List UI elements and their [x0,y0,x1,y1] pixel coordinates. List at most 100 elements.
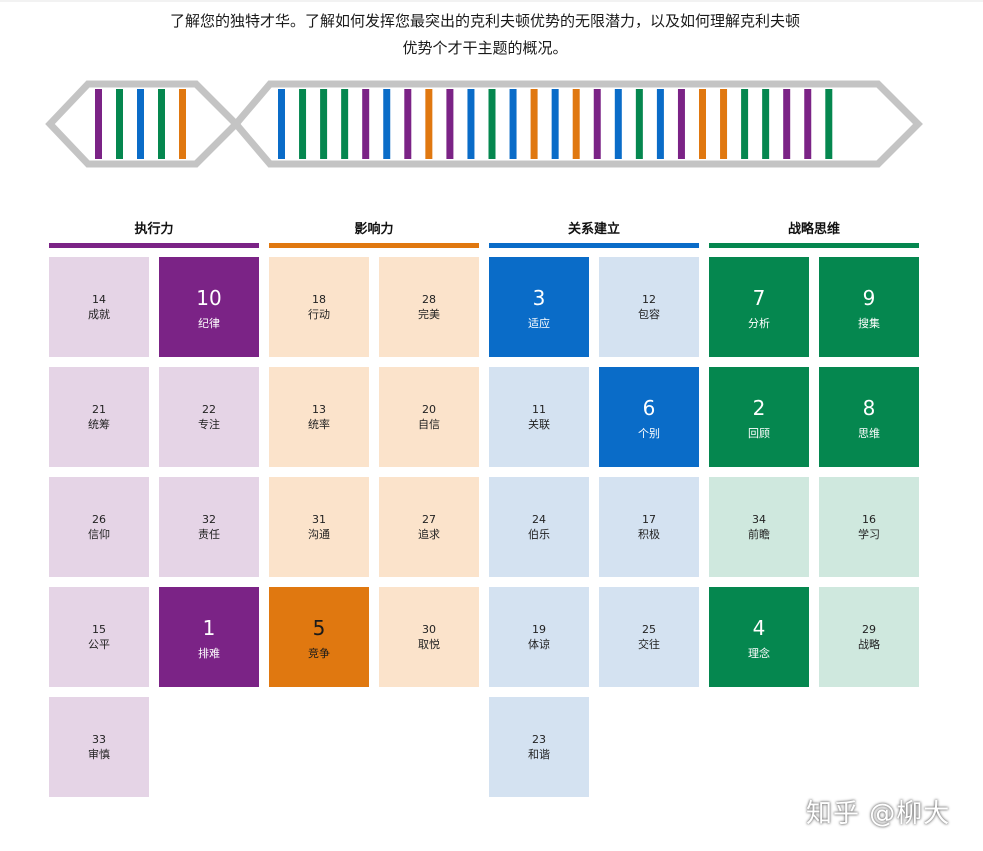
dna-stripe-right [278,89,285,159]
theme-rank: 14 [92,293,106,306]
dna-stripe-right [362,89,370,159]
top-divider [0,0,983,2]
theme-name: 理念 [748,646,770,660]
theme-rank: 6 [642,395,656,420]
theme-name: 包容 [638,308,660,321]
theme-rank: 11 [532,403,546,416]
domain-color-bar [49,243,259,248]
theme-tile[interactable]: 3 适应 [489,257,589,357]
theme-tile[interactable]: 6 个别 [599,367,699,467]
theme-tile[interactable]: 9 搜集 [819,257,919,357]
dna-stripe-left [137,89,144,159]
theme-rank: 15 [92,623,106,636]
theme-tile[interactable]: 17 积极 [599,477,699,577]
theme-tile[interactable]: 28 完美 [379,257,479,357]
dna-stripe-right [341,89,349,159]
theme-rank: 9 [862,285,876,310]
theme-rank: 33 [92,733,106,746]
theme-name: 伯乐 [528,528,550,541]
theme-tile[interactable]: 11 关联 [489,367,589,467]
theme-rank: 12 [642,293,656,306]
theme-rank: 4 [752,615,766,640]
theme-tile[interactable]: 22 专注 [159,367,259,467]
theme-rank: 31 [312,513,326,526]
theme-tile[interactable]: 5 竞争 [269,587,369,687]
dna-stripe-left [179,89,186,159]
theme-name: 关联 [528,418,550,431]
theme-tile[interactable]: 33 审慎 [49,697,149,797]
theme-name: 统筹 [88,418,110,431]
theme-rank: 27 [422,513,436,526]
theme-rank: 22 [202,403,216,416]
theme-tile[interactable]: 14 成就 [49,257,149,357]
theme-tile[interactable]: 19 体谅 [489,587,589,687]
theme-name: 审慎 [88,748,110,761]
strengths-dna-graphic [45,80,923,168]
dna-stripe-right [488,89,496,159]
theme-rank: 30 [422,623,436,636]
theme-name: 和谐 [528,748,550,761]
theme-tile[interactable]: 15 公平 [49,587,149,687]
theme-name: 统率 [308,418,330,431]
theme-rank: 18 [312,293,326,306]
intro-text: 了解您的独特才华。了解如何发挥您最突出的克利夫顿优势的无限潜力，以及如何理解克利… [0,8,970,62]
theme-tile[interactable]: 25 交往 [599,587,699,687]
theme-name: 前瞻 [748,528,770,541]
theme-tile[interactable]: 7 分析 [709,257,809,357]
theme-tile[interactable]: 2 回顾 [709,367,809,467]
theme-tile[interactable]: 27 追求 [379,477,479,577]
theme-rank: 13 [312,403,326,416]
theme-rank: 7 [752,285,766,310]
dna-stripe-right [530,89,538,159]
theme-name: 思维 [858,426,880,440]
theme-tile[interactable]: 20 自信 [379,367,479,467]
dna-stripe-right [320,89,328,159]
theme-tile[interactable]: 32 责任 [159,477,259,577]
domain-title: 战略思维 [787,222,840,237]
watermark: 知乎 @柳大 [806,799,951,829]
dna-stripe-right [699,89,706,159]
theme-tile[interactable]: 10 纪律 [159,257,259,357]
dna-frame-left [45,80,241,168]
theme-tile[interactable]: 26 信仰 [49,477,149,577]
domain-color-bar [709,243,919,248]
theme-tile[interactable]: 13 统率 [269,367,369,467]
dna-stripe-right [572,89,580,159]
dna-stripe-right [741,89,749,159]
theme-name: 竞争 [308,646,330,660]
theme-name: 成就 [88,308,110,321]
theme-name: 沟通 [308,528,330,541]
dna-stripe-right [446,89,454,159]
theme-tile[interactable]: 29 战略 [819,587,919,687]
domain-header-influencing: 影响力 [269,220,479,248]
theme-tile[interactable]: 12 包容 [599,257,699,357]
dna-stripe-right [467,89,475,159]
theme-tile[interactable]: 24 伯乐 [489,477,589,577]
theme-name: 积极 [638,528,660,541]
theme-tile[interactable]: 21 统筹 [49,367,149,467]
theme-rank: 23 [532,733,546,746]
theme-name: 排难 [198,646,220,660]
dna-frame-right [231,80,923,168]
theme-tile[interactable]: 1 排难 [159,587,259,687]
dna-stripe-right [425,89,433,159]
theme-tile[interactable]: 30 取悦 [379,587,479,687]
dna-stripe-right [404,89,412,159]
theme-tile[interactable]: 23 和谐 [489,697,589,797]
theme-tile[interactable]: 34 前瞻 [709,477,809,577]
theme-rank: 29 [862,623,876,636]
dna-stripe-right [762,89,770,159]
theme-tile[interactable]: 8 思维 [819,367,919,467]
theme-name: 责任 [198,528,220,541]
dna-stripe-right [551,89,559,159]
domain-header-relationship: 关系建立 [489,220,699,248]
theme-name: 分析 [748,316,770,330]
theme-tile[interactable]: 16 学习 [819,477,919,577]
theme-name: 搜集 [858,316,880,330]
theme-rank: 8 [862,395,876,420]
theme-tile[interactable]: 18 行动 [269,257,369,357]
theme-tile[interactable]: 4 理念 [709,587,809,687]
theme-tile[interactable]: 31 沟通 [269,477,369,577]
dna-stripe-left [95,89,102,159]
theme-name: 适应 [528,316,550,330]
